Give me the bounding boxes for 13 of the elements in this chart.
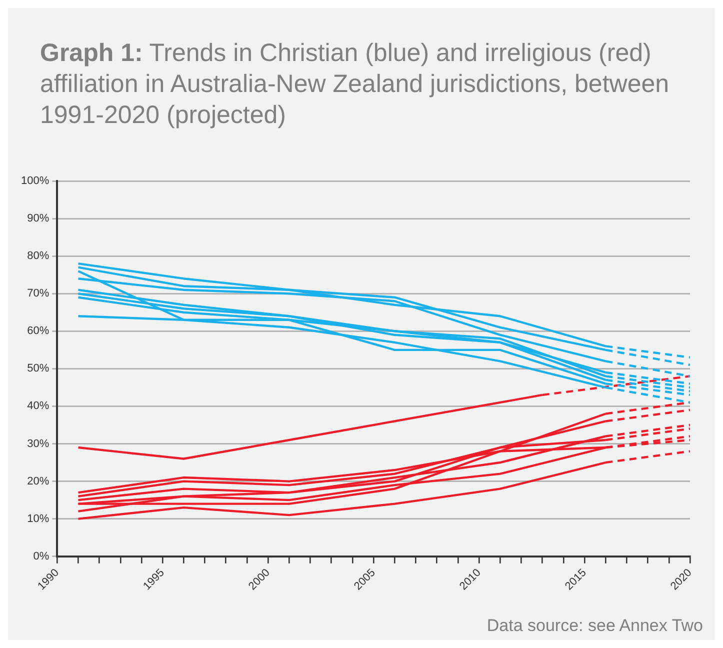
y-tick-label: 20% bbox=[27, 475, 50, 488]
y-tick-label: 10% bbox=[27, 512, 50, 525]
y-tick-label: 90% bbox=[27, 212, 50, 225]
y-tick-label: 30% bbox=[27, 438, 50, 450]
y-tick-label: 60% bbox=[27, 325, 50, 338]
y-tick-label: 40% bbox=[27, 400, 50, 412]
chart-title: Graph 1: Trends in Christian (blue) and irreligious (red) affiliation in Australia-New Zealand jurisdictions, between 1991-2020 (projected) bbox=[40, 39, 670, 129]
y-tick-label: 100% bbox=[20, 175, 50, 188]
y-tick-label: 50% bbox=[27, 362, 50, 375]
y-tick-label: 80% bbox=[27, 250, 50, 262]
y-tick-label: 70% bbox=[27, 288, 50, 300]
y-tick-label: 0% bbox=[33, 550, 50, 562]
source-note: Data source: see Annex Two bbox=[486, 616, 703, 636]
